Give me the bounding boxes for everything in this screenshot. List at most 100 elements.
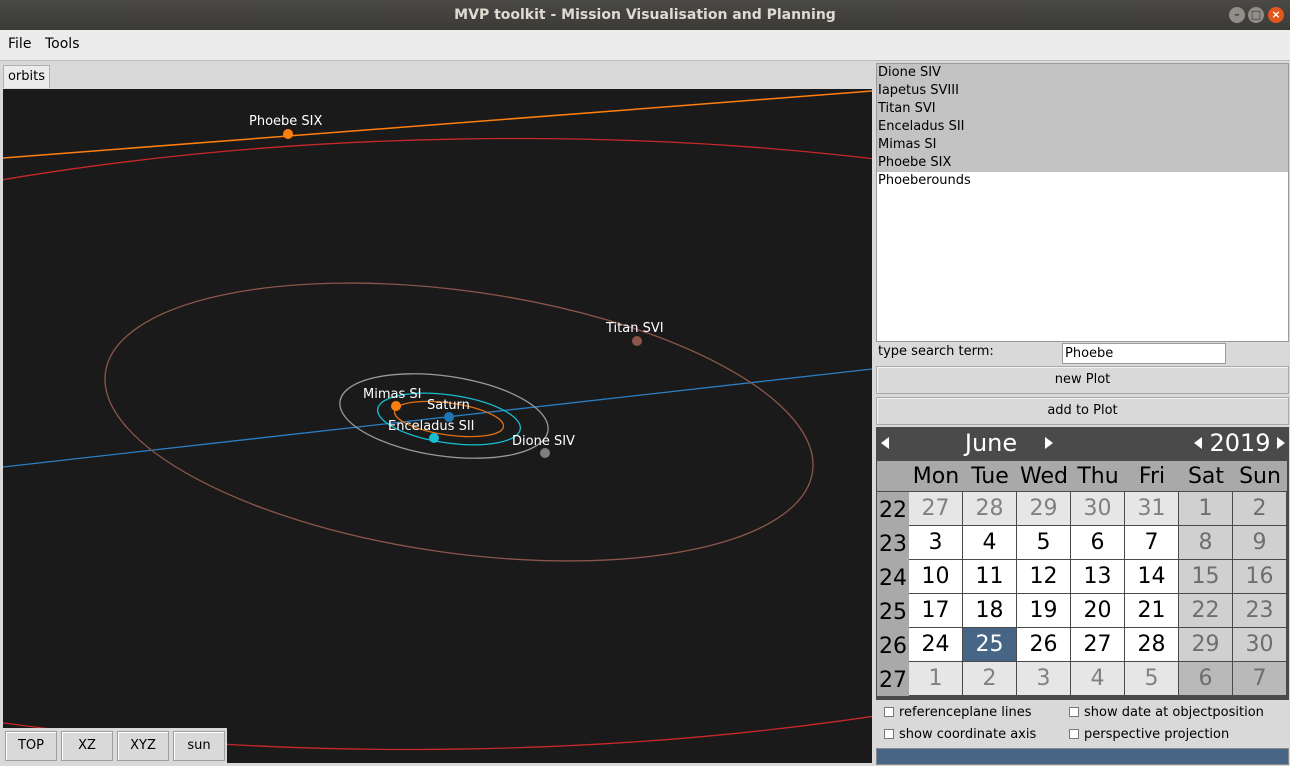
calendar-day[interactable]: 25	[963, 628, 1016, 661]
weekday-header: Sun	[1233, 461, 1287, 491]
show-date-checkbox[interactable]: show date at objectposition	[1069, 705, 1264, 720]
calendar-day[interactable]: 5	[1125, 662, 1178, 695]
maximize-icon[interactable]: □	[1248, 7, 1264, 23]
checkbox-box[interactable]	[1069, 729, 1079, 739]
week-number: 27	[877, 662, 909, 696]
checkbox-box[interactable]	[884, 729, 894, 739]
calendar-day[interactable]: 27	[909, 492, 962, 525]
list-item[interactable]: Dione SIV	[877, 64, 1288, 82]
calendar-day[interactable]: 14	[1125, 560, 1178, 593]
mimas-marker[interactable]	[391, 401, 401, 411]
calendar-day[interactable]: 24	[909, 628, 962, 661]
enceladus-marker[interactable]	[429, 433, 439, 443]
dione-orbit	[339, 373, 549, 459]
next-month-icon[interactable]	[1045, 437, 1053, 449]
calendar-day[interactable]: 30	[1071, 492, 1124, 525]
perspective-checkbox[interactable]: perspective projection	[1069, 727, 1229, 742]
calendar-day[interactable]: 2	[963, 662, 1016, 695]
calendar-day[interactable]: 12	[1017, 560, 1070, 593]
view-top-button[interactable]: TOP	[5, 731, 57, 761]
add-to-plot-button[interactable]: add to Plot	[876, 397, 1289, 425]
calendar-day[interactable]: 9	[1233, 526, 1286, 559]
calendar-day[interactable]: 1	[909, 662, 962, 695]
mimas-orbit	[393, 400, 505, 438]
phoebe-marker[interactable]	[283, 129, 293, 139]
prev-month-icon[interactable]	[881, 437, 889, 449]
calendar-day[interactable]: 2	[1233, 492, 1286, 525]
calendar-day[interactable]: 8	[1179, 526, 1232, 559]
list-item[interactable]: Mimas SI	[877, 136, 1288, 154]
calendar-day[interactable]: 21	[1125, 594, 1178, 627]
calendar-day[interactable]: 22	[1179, 594, 1232, 627]
list-item[interactable]: Iapetus SVIII	[877, 82, 1288, 100]
dione-marker[interactable]	[540, 448, 550, 458]
weekday-header: Sat	[1179, 461, 1233, 491]
calendar-day[interactable]: 16	[1233, 560, 1286, 593]
calendar-day[interactable]: 29	[1017, 492, 1070, 525]
show-axis-checkbox[interactable]: show coordinate axis	[884, 727, 1036, 742]
prev-year-icon[interactable]	[1194, 437, 1202, 449]
calendar-day[interactable]: 3	[1017, 662, 1070, 695]
saturn-marker[interactable]	[444, 412, 454, 422]
calendar-day[interactable]: 7	[1233, 662, 1286, 695]
calendar-day[interactable]: 20	[1071, 594, 1124, 627]
calendar-day[interactable]: 6	[1071, 526, 1124, 559]
calendar-day[interactable]: 3	[909, 526, 962, 559]
list-item[interactable]: Phoeberounds	[878, 173, 971, 188]
calendar-day[interactable]: 7	[1125, 526, 1178, 559]
show-axis-label: show coordinate axis	[899, 727, 1037, 742]
next-year-icon[interactable]	[1277, 437, 1285, 449]
calendar-day[interactable]: 30	[1233, 628, 1286, 661]
titan-orbit	[104, 282, 814, 562]
titan-marker[interactable]	[632, 336, 642, 346]
calendar-day[interactable]: 28	[963, 492, 1016, 525]
view-xz-button[interactable]: XZ	[61, 731, 113, 761]
calendar-day[interactable]: 26	[1017, 628, 1070, 661]
calendar-day[interactable]: 5	[1017, 526, 1070, 559]
orbit-plot-canvas[interactable]: Phoebe SIX Titan SVI Mimas SI Saturn Enc…	[3, 89, 872, 763]
calendar-day[interactable]: 4	[963, 526, 1016, 559]
menu-file[interactable]: File	[8, 36, 32, 52]
calendar-day[interactable]: 11	[963, 560, 1016, 593]
view-xyz-button[interactable]: XYZ	[117, 731, 169, 761]
calendar-day[interactable]: 19	[1017, 594, 1070, 627]
view-sun-button[interactable]: sun	[173, 731, 225, 761]
calendar-day[interactable]: 23	[1233, 594, 1286, 627]
object-list[interactable]: Dione SIV Iapetus SVIII Titan SVI Encela…	[876, 63, 1289, 342]
list-item[interactable]: Phoebe SIX	[877, 154, 1288, 172]
calendar-day[interactable]: 29	[1179, 628, 1232, 661]
calendar-day[interactable]: 17	[909, 594, 962, 627]
calendar-day[interactable]: 13	[1071, 560, 1124, 593]
saturn-label: Saturn	[427, 398, 470, 413]
list-item[interactable]: Enceladus SII	[877, 118, 1288, 136]
new-plot-button[interactable]: new Plot	[876, 366, 1289, 394]
dione-label: Dione SIV	[512, 434, 575, 449]
calendar-day[interactable]: 27	[1071, 628, 1124, 661]
calendar-day[interactable]: 6	[1179, 662, 1232, 695]
calendar-day[interactable]: 1	[1179, 492, 1232, 525]
weekday-header: Mon	[909, 461, 963, 491]
enceladus-orbit	[376, 392, 522, 446]
referenceplane-lines-checkbox[interactable]: referenceplane lines	[884, 705, 1032, 720]
calendar-day[interactable]: 10	[909, 560, 962, 593]
search-input[interactable]	[1062, 343, 1226, 364]
week-number: 23	[877, 526, 909, 560]
menu-tools[interactable]: Tools	[45, 36, 80, 52]
window-title-bar: MVP toolkit - Mission Visualisation and …	[0, 0, 1290, 30]
tab-orbits[interactable]: orbits	[3, 65, 50, 88]
calendar-day[interactable]: 31	[1125, 492, 1178, 525]
show-date-label: show date at objectposition	[1084, 705, 1264, 720]
orbit-plot[interactable]: Phoebe SIX Titan SVI Mimas SI Saturn Enc…	[3, 89, 872, 763]
calendar-day[interactable]: 4	[1071, 662, 1124, 695]
checkbox-box[interactable]	[1069, 707, 1079, 717]
calendar-year: 2019	[1209, 429, 1271, 457]
calendar-day[interactable]: 28	[1125, 628, 1178, 661]
calendar-month: June	[964, 429, 1018, 457]
minimize-icon[interactable]: –	[1229, 7, 1245, 23]
checkbox-box[interactable]	[884, 707, 894, 717]
list-item[interactable]: Titan SVI	[877, 100, 1288, 118]
close-icon[interactable]: ×	[1268, 7, 1284, 23]
calendar-day[interactable]: 18	[963, 594, 1016, 627]
titan-label: Titan SVI	[605, 321, 664, 336]
calendar-day[interactable]: 15	[1179, 560, 1232, 593]
